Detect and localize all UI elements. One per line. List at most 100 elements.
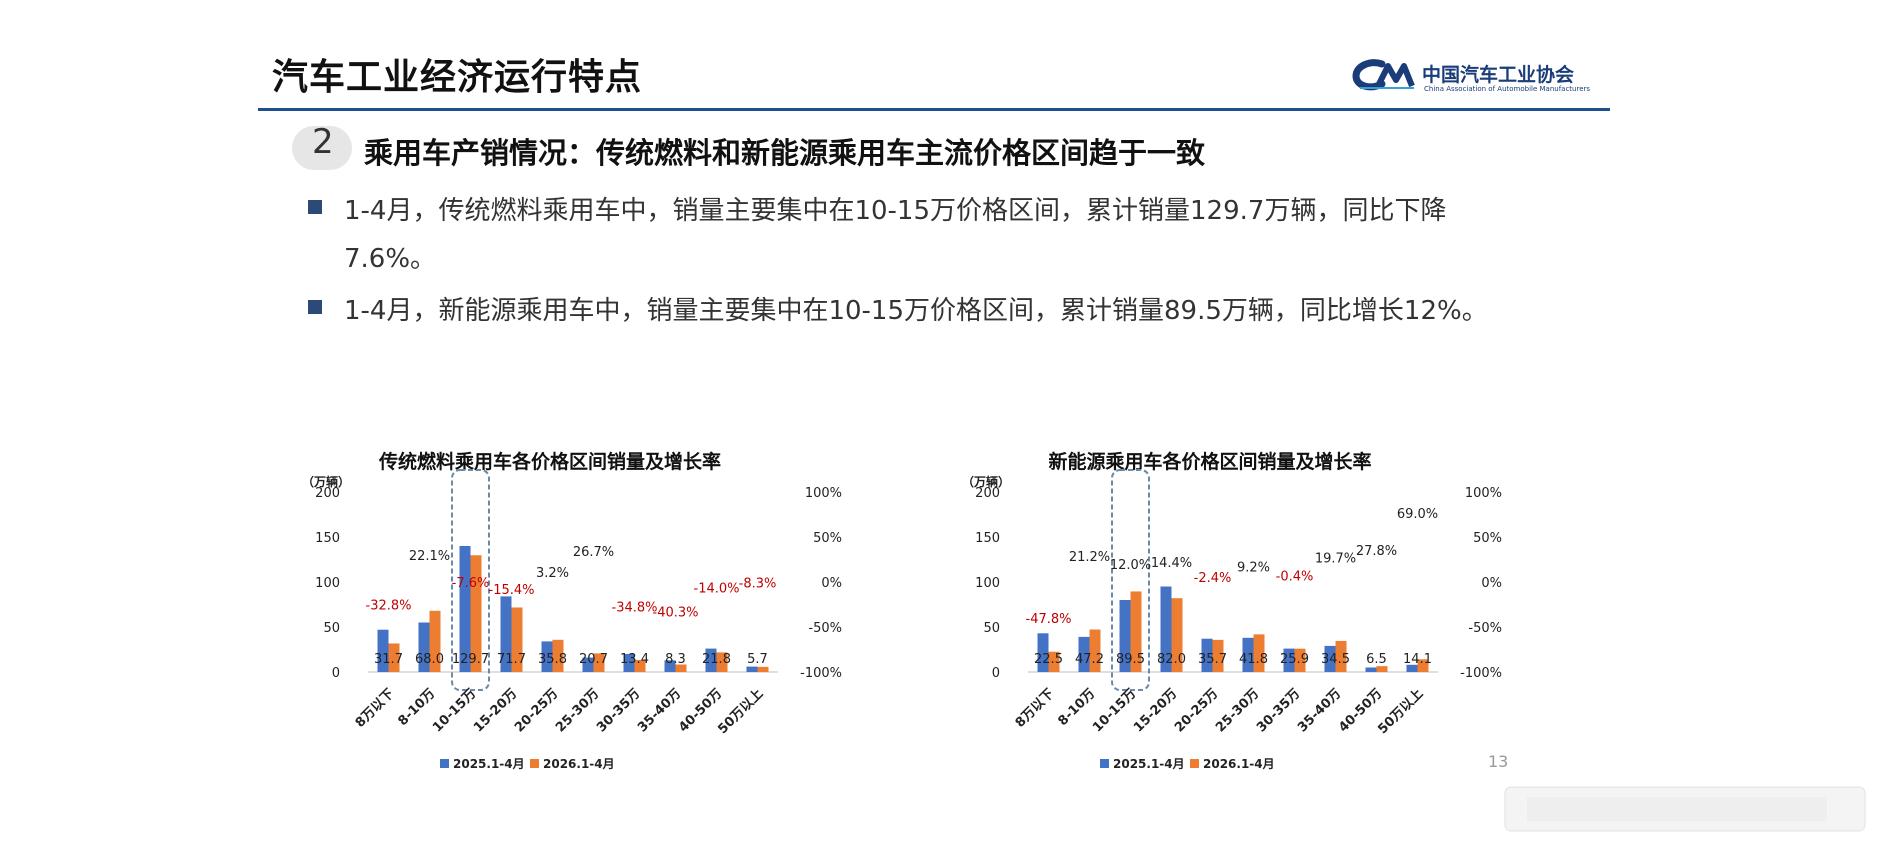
chart-ice-sales: 传统燃料乘用车各价格区间销量及增长率 （万辆）200 150 100 50 0 100% 50… (302, 450, 842, 771)
section-number: 2 (312, 122, 334, 162)
legend-label-2026: 2026.1-4月 (1203, 757, 1275, 771)
data-label: 89.5 (1116, 652, 1145, 667)
y2-tick-label: -100% (1460, 666, 1502, 681)
bar-2025 (418, 622, 430, 672)
bar-2025 (500, 596, 512, 672)
data-label: 71.7 (497, 652, 526, 667)
legend-label-2026: 2026.1-4月 (543, 757, 615, 771)
legend-label-2025: 2025.1-4月 (453, 757, 525, 771)
caam-logo: 中国汽车工业协会 China Association of Automobile… (1352, 56, 1612, 104)
growth-label: -47.8% (1026, 612, 1072, 627)
data-label: 21.8 (702, 652, 731, 667)
category-label: 8万以下 (1013, 686, 1058, 731)
category-label: 20-25万 (1172, 686, 1221, 735)
bar-2025 (705, 648, 717, 672)
y-tick-label: 50 (983, 621, 1000, 636)
bar-2025 (541, 641, 553, 672)
bar-2025 (664, 660, 676, 672)
growth-label: 69.0% (1397, 507, 1438, 522)
category-label: 35-40万 (635, 686, 684, 735)
legend-label-2025: 2025.1-4月 (1113, 757, 1185, 771)
bar-2026 (1294, 648, 1306, 672)
data-label: 82.0 (1157, 652, 1186, 667)
bar-2025 (623, 654, 635, 672)
data-label: 25.9 (1280, 652, 1309, 667)
data-label: 47.2 (1075, 652, 1104, 667)
growth-label: -0.4% (1276, 569, 1314, 584)
growth-label: -2.4% (1194, 571, 1232, 586)
y2-tick-label: -100% (800, 666, 842, 681)
bar-2026 (634, 659, 646, 672)
y2-tick-label: 50% (813, 531, 842, 546)
bar-2026 (1089, 629, 1101, 672)
data-label: 6.5 (1366, 652, 1387, 667)
bar-2025 (582, 657, 594, 672)
growth-label: 9.2% (1237, 561, 1270, 576)
page-edge-decoration (1504, 786, 1866, 832)
category-label: 30-35万 (1254, 686, 1303, 735)
bar-2026 (552, 639, 564, 672)
section-number-badge (292, 126, 352, 170)
bar-2026 (716, 652, 728, 672)
bar-2026 (1335, 640, 1347, 672)
bar-2025 (1283, 648, 1295, 672)
bullet-marker (308, 200, 322, 214)
bar-2025 (459, 546, 471, 672)
page-title: 汽车工业经济运行特点 (272, 57, 643, 98)
bar-2025 (1365, 667, 1377, 672)
growth-label: -7.6% (452, 576, 490, 591)
bullet-1-line-1: 1-4月，传统燃料乘用车中，销量主要集中在10-15万价格区间，累计销量129.… (344, 196, 1447, 226)
chart-title: 新能源乘用车各价格区间销量及增长率 (1048, 450, 1371, 473)
y-tick-label: 0 (332, 666, 340, 681)
category-label: 8万以下 (353, 686, 398, 731)
data-label: 41.8 (1239, 652, 1268, 667)
logo-name-cn: 中国汽车工业协会 (1422, 64, 1575, 86)
legend-swatch-2025 (1100, 759, 1109, 768)
bar-2025 (1078, 636, 1090, 672)
growth-label: -34.8% (612, 600, 658, 615)
y-axis-unit-label: （万辆） (962, 474, 1010, 489)
chart-title: 传统燃料乘用车各价格区间销量及增长率 (378, 450, 721, 473)
category-label: 35-40万 (1295, 686, 1344, 735)
y-tick-label: 100 (315, 576, 340, 591)
data-label: 22.5 (1034, 652, 1063, 667)
bar-2026 (511, 607, 523, 672)
bar-2026 (757, 666, 769, 672)
category-label: 25-30万 (1213, 686, 1262, 735)
y-tick-label: 0 (992, 666, 1000, 681)
growth-label: -14.0% (694, 582, 740, 597)
y2-tick-label: 0% (821, 576, 842, 591)
bar-2025 (1119, 600, 1131, 672)
growth-label: 22.1% (409, 549, 450, 564)
bar-2026 (470, 555, 482, 672)
bar-2025 (1242, 637, 1254, 672)
bar-2025 (1406, 664, 1418, 672)
growth-label: 21.2% (1069, 550, 1110, 565)
bullet-1-line-2: 7.6%。 (344, 244, 437, 274)
highlight-box (1111, 469, 1150, 691)
bar-2025 (377, 629, 389, 672)
y-axis-unit-label: （万辆） (302, 474, 350, 489)
growth-label: 19.7% (1315, 551, 1356, 566)
logo-name-en: China Association of Automobile Manufact… (1424, 85, 1591, 93)
growth-label: -32.8% (366, 599, 412, 614)
bar-2026 (1253, 634, 1265, 672)
growth-label: -8.3% (739, 576, 777, 591)
bar-2026 (1417, 659, 1429, 672)
bullet-marker (308, 300, 322, 314)
y-tick-label: 150 (315, 531, 340, 546)
growth-label: -15.4% (489, 583, 535, 598)
bar-2026 (1130, 591, 1142, 672)
y2-tick-label: -50% (1468, 621, 1502, 636)
y2-tick-label: -50% (808, 621, 842, 636)
category-label: 15-20万 (1131, 686, 1180, 735)
data-label: 34.5 (1321, 652, 1350, 667)
bar-2025 (746, 666, 758, 672)
bar-2026 (1212, 639, 1224, 672)
bar-2025 (1201, 638, 1213, 672)
data-label: 129.7 (452, 652, 489, 667)
y2-tick-label: 0% (1481, 576, 1502, 591)
bullet-2-line-1: 1-4月，新能源乘用车中，销量主要集中在10-15万价格区间，累计销量89.5万… (344, 296, 1488, 326)
data-label: 13.4 (620, 652, 649, 667)
